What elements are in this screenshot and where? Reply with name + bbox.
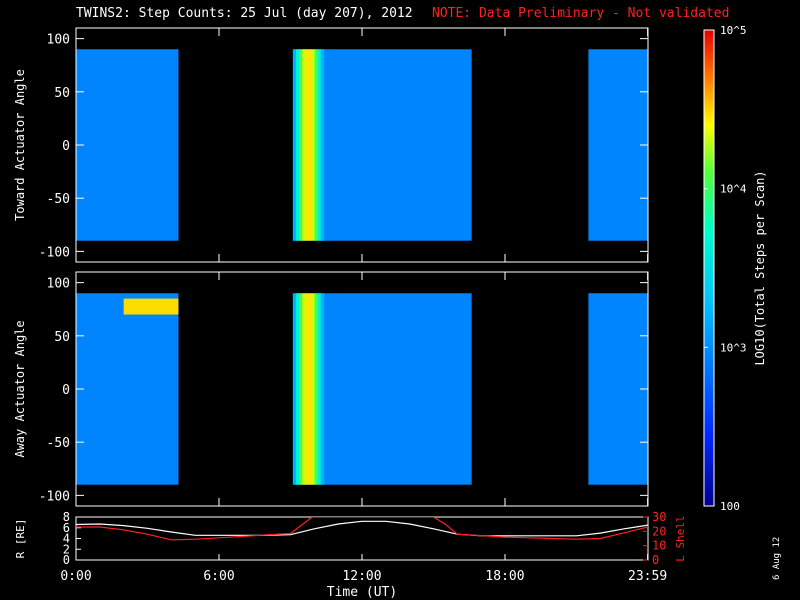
y-tick-label: 8 [63, 510, 70, 524]
colorbar-tick-label: 10^3 [720, 341, 747, 354]
lshell-axis-label: L Shell [674, 515, 687, 561]
high-count-strip [305, 293, 309, 485]
high-count-strip [314, 49, 319, 241]
preliminary-note: NOTE: Data Preliminary - Not validated [432, 6, 730, 21]
colorbar-tick-label: 100 [720, 500, 740, 513]
high-count-strip [314, 293, 319, 485]
y-tick-label: 2 [63, 542, 70, 556]
plot-title: TWINS2: Step Counts: 25 Jul (day 207), 2… [76, 6, 413, 21]
y-tick-label: 0 [62, 383, 70, 398]
high-count-strip [292, 49, 297, 241]
y-tick-label: 50 [54, 86, 70, 101]
data-block-1 [76, 293, 179, 485]
y-tick-label: 100 [47, 277, 70, 292]
lshell-series-line [76, 517, 648, 541]
x-tick-label: 23:59 [628, 569, 667, 584]
high-count-strip [320, 49, 325, 241]
y-tick-label: -100 [39, 245, 70, 260]
colorbar-title: LOG10(Total Steps per Scan) [753, 170, 767, 365]
colorbar-tick-label: 10^5 [720, 24, 747, 37]
heatmap-panel-2 [76, 293, 648, 485]
heatmap-panel-1 [76, 49, 648, 241]
hot-spot [123, 298, 179, 315]
y2-tick-label: 30 [652, 510, 666, 524]
x-tick-label: 6:00 [203, 569, 234, 584]
x-tick-label: 0:00 [60, 569, 91, 584]
y2-tick-label: 0 [652, 553, 659, 567]
x-tick-label: 18:00 [485, 569, 524, 584]
high-count-strip [308, 49, 312, 241]
high-count-strip [308, 293, 312, 485]
high-count-strip [299, 293, 303, 485]
x-tick-label: 12:00 [342, 569, 381, 584]
high-count-strip [311, 293, 316, 485]
r-series-line [76, 520, 648, 537]
high-count-strip [295, 49, 300, 241]
high-count-strip [311, 49, 316, 241]
y2-tick-label: 20 [652, 524, 666, 538]
x-axis-label: Time (UT) [327, 585, 397, 600]
r-axis-label: R [RE] [14, 519, 27, 559]
high-count-strip [317, 293, 322, 485]
y-axis-label: Toward Actuator Angle [13, 69, 27, 221]
high-count-strip [302, 49, 306, 241]
y-tick-label: 0 [62, 139, 70, 154]
y-tick-label: 50 [54, 330, 70, 345]
high-count-strip [305, 49, 309, 241]
high-count-strip [295, 293, 300, 485]
y-tick-label: -50 [47, 192, 70, 207]
data-block-3 [588, 49, 648, 241]
y-tick-label: 4 [63, 532, 70, 546]
high-count-strip [320, 293, 325, 485]
y-tick-label: -50 [47, 436, 70, 451]
high-count-strip [299, 49, 303, 241]
data-block-3 [588, 293, 648, 485]
y2-tick-label: 10 [652, 539, 666, 553]
y-tick-label: 6 [63, 521, 70, 535]
y-tick-label: -100 [39, 489, 70, 504]
y-axis-label: Away Actuator Angle [13, 320, 27, 457]
y-tick-label: 0 [63, 553, 70, 567]
high-count-strip [292, 293, 297, 485]
high-count-strip [302, 293, 306, 485]
data-block-1 [76, 49, 179, 241]
high-count-strip [317, 49, 322, 241]
colorbar [703, 29, 715, 507]
colorbar-tick-label: 10^4 [720, 183, 747, 196]
y-tick-label: 100 [47, 33, 70, 48]
